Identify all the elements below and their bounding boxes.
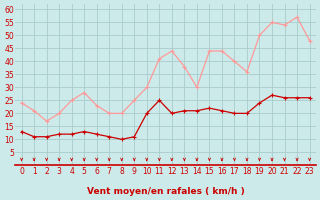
X-axis label: Vent moyen/en rafales ( km/h ): Vent moyen/en rafales ( km/h ) (87, 187, 244, 196)
